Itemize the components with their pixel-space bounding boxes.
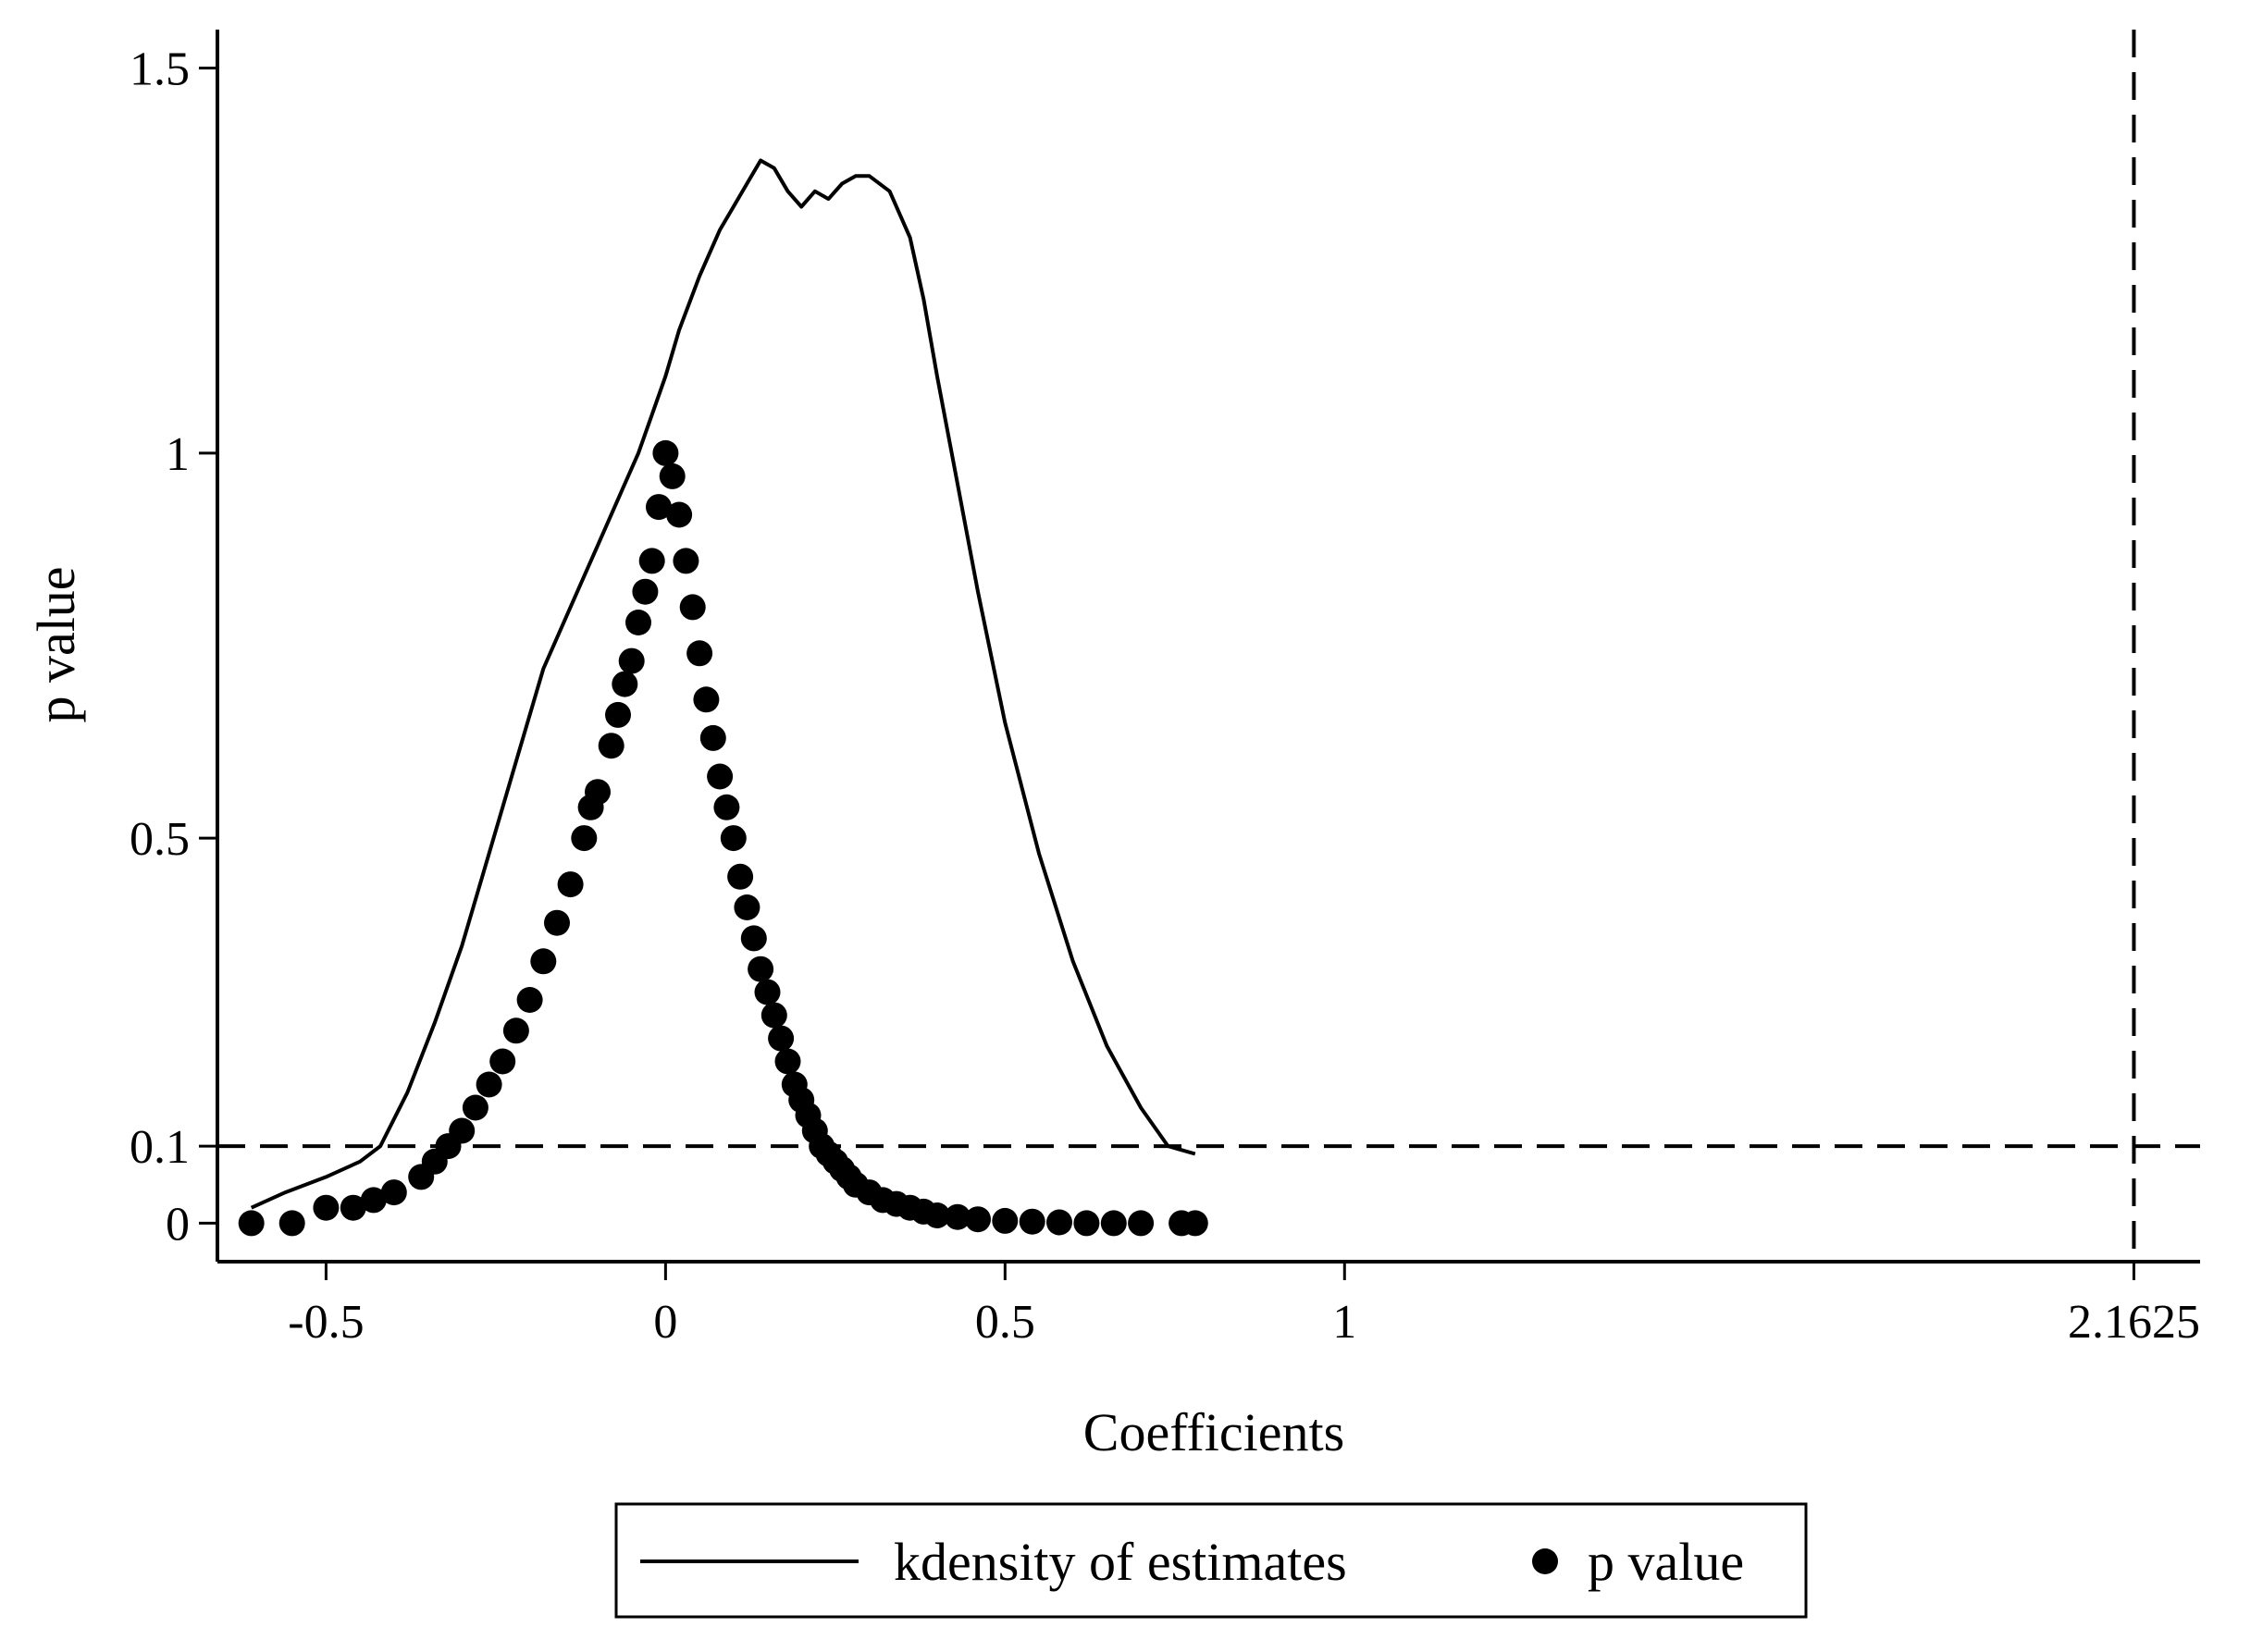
pvalue-point bbox=[679, 594, 706, 621]
axes: 0 0.1 0.5 1 1.5 -0.5 0 0.5 1 2.1625 bbox=[130, 30, 2200, 1349]
pvalue-point bbox=[923, 1202, 950, 1228]
pvalue-point bbox=[652, 439, 679, 466]
pvalue-point bbox=[761, 1002, 787, 1029]
legend-dot-symbol bbox=[1532, 1548, 1558, 1574]
pvalue-points bbox=[238, 439, 1208, 1237]
pvalue-point bbox=[1019, 1208, 1045, 1235]
pvalue-point bbox=[754, 979, 781, 1005]
pvalue-point bbox=[380, 1179, 407, 1206]
pvalue-point bbox=[666, 501, 693, 528]
x-tick-label: 1 bbox=[1332, 1296, 1356, 1349]
pvalue-point bbox=[638, 548, 665, 574]
legend-label-pvalue: p value bbox=[1588, 1532, 1744, 1592]
reference-lines bbox=[217, 30, 2200, 1262]
pvalue-point bbox=[720, 825, 747, 852]
pvalue-point bbox=[646, 494, 672, 521]
x-axis-title: Coefficients bbox=[1083, 1402, 1344, 1462]
y-tick-label: 1 bbox=[166, 428, 190, 481]
pvalue-point bbox=[618, 647, 645, 674]
pvalue-point bbox=[557, 871, 584, 898]
pvalue-point bbox=[992, 1207, 1019, 1234]
pvalue-point bbox=[530, 948, 557, 975]
pvalue-point bbox=[462, 1094, 488, 1121]
pvalue-point bbox=[516, 987, 543, 1013]
pvalue-point bbox=[659, 462, 686, 489]
legend-label-kdensity: kdensity of estimates bbox=[894, 1532, 1347, 1592]
pvalue-point bbox=[707, 763, 734, 790]
pvalue-point bbox=[571, 825, 598, 852]
pvalue-point bbox=[340, 1194, 366, 1221]
pvalue-point bbox=[625, 610, 651, 635]
pvalue-point bbox=[360, 1187, 387, 1214]
x-tick-label: 2.1625 bbox=[2068, 1296, 2200, 1349]
x-tick-label: -0.5 bbox=[288, 1296, 364, 1349]
y-tick-label: 0 bbox=[166, 1198, 190, 1251]
legend: kdensity of estimates p value bbox=[614, 1502, 1808, 1619]
pvalue-point bbox=[605, 701, 631, 728]
pvalue-point bbox=[632, 578, 659, 605]
y-axis-title: p value bbox=[26, 566, 86, 722]
pvalue-point bbox=[585, 779, 611, 806]
pvalue-point bbox=[734, 894, 761, 920]
density-series bbox=[250, 158, 1196, 1210]
pvalue-point bbox=[449, 1117, 476, 1144]
pvalue-point bbox=[476, 1071, 502, 1098]
y-tick-label: 1.5 bbox=[130, 43, 190, 96]
pvalue-point bbox=[686, 640, 713, 667]
kdensity-line bbox=[250, 158, 1196, 1210]
pvalue-point bbox=[278, 1210, 305, 1237]
pvalue-point bbox=[313, 1194, 340, 1221]
pvalue-point bbox=[1073, 1210, 1100, 1237]
pvalue-point bbox=[945, 1203, 971, 1230]
pvalue-point bbox=[748, 955, 774, 982]
x-tick-label: 0 bbox=[653, 1296, 677, 1349]
pvalue-point bbox=[489, 1048, 516, 1075]
pvalue-point bbox=[238, 1210, 265, 1237]
pvalue-point bbox=[699, 724, 726, 751]
pvalue-point bbox=[768, 1025, 795, 1052]
pvalue-point bbox=[544, 909, 570, 936]
pvalue-point bbox=[693, 686, 720, 713]
pvalue-point bbox=[598, 733, 624, 759]
pvalue-point bbox=[727, 863, 754, 890]
pvalue-point bbox=[1046, 1209, 1072, 1236]
pvalue-point bbox=[673, 548, 699, 574]
pvalue-point bbox=[713, 794, 740, 820]
pvalue-point bbox=[965, 1206, 991, 1233]
pvalue-point bbox=[740, 925, 767, 952]
pvalue-point bbox=[774, 1048, 801, 1075]
pvalue-point bbox=[1100, 1210, 1127, 1237]
y-tick-label: 0.1 bbox=[130, 1121, 190, 1174]
pvalue-point bbox=[502, 1017, 529, 1044]
pvalue-point bbox=[1181, 1210, 1208, 1237]
pvalue-point bbox=[1128, 1210, 1155, 1237]
x-tick-label: 0.5 bbox=[975, 1296, 1035, 1349]
pvalue-point bbox=[612, 671, 638, 697]
y-tick-label: 0.5 bbox=[130, 813, 190, 866]
